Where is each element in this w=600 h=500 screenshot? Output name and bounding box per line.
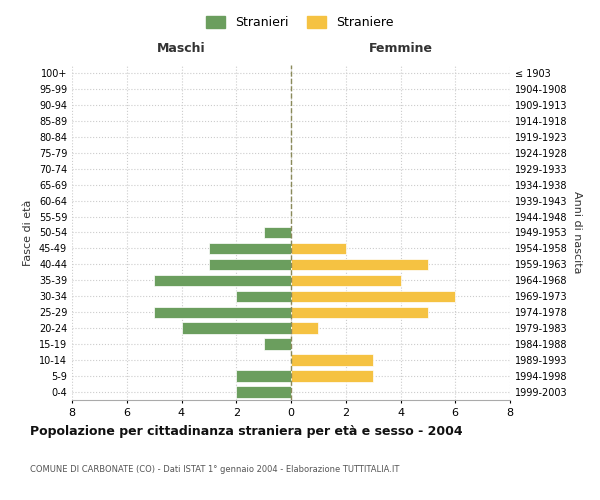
Text: Femmine: Femmine <box>368 42 433 56</box>
Bar <box>236 290 291 302</box>
Bar <box>291 354 373 366</box>
Bar <box>263 227 291 238</box>
Bar <box>182 322 291 334</box>
Text: Popolazione per cittadinanza straniera per età e sesso - 2004: Popolazione per cittadinanza straniera p… <box>30 425 463 438</box>
Text: COMUNE DI CARBONATE (CO) - Dati ISTAT 1° gennaio 2004 - Elaborazione TUTTITALIA.: COMUNE DI CARBONATE (CO) - Dati ISTAT 1°… <box>30 465 400 474</box>
Bar <box>236 370 291 382</box>
Bar <box>236 386 291 398</box>
Bar <box>291 290 455 302</box>
Bar <box>291 274 401 286</box>
Text: Maschi: Maschi <box>157 42 206 56</box>
Y-axis label: Anni di nascita: Anni di nascita <box>572 191 581 274</box>
Bar <box>291 258 428 270</box>
Bar <box>291 242 346 254</box>
Bar <box>291 322 319 334</box>
Y-axis label: Fasce di età: Fasce di età <box>23 200 33 266</box>
Bar <box>209 258 291 270</box>
Bar <box>209 242 291 254</box>
Bar <box>154 306 291 318</box>
Bar <box>291 370 373 382</box>
Legend: Stranieri, Straniere: Stranieri, Straniere <box>202 11 398 34</box>
Bar <box>154 274 291 286</box>
Bar <box>263 338 291 350</box>
Bar <box>291 306 428 318</box>
